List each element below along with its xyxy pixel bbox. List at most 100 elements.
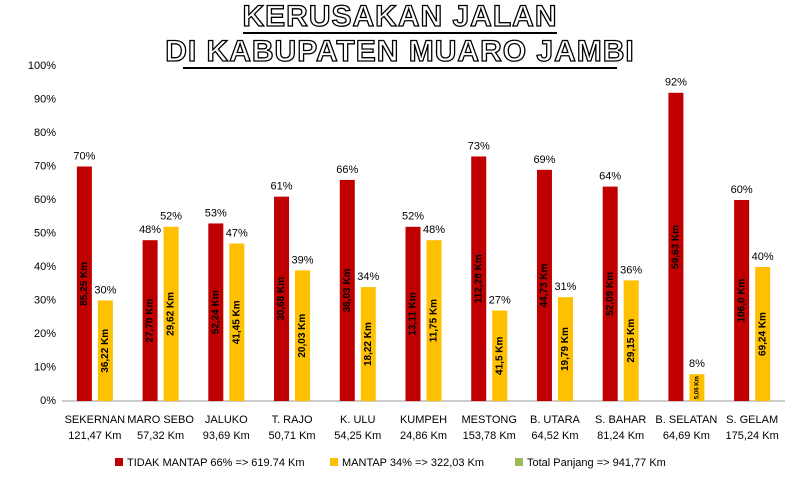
inner-label: 11,75 Km xyxy=(429,299,440,342)
y-tick-label: 100% xyxy=(28,60,56,72)
value-label: 53% xyxy=(205,207,227,219)
x-tick-sublabel: 24,86 Km xyxy=(400,430,447,442)
value-label: 36% xyxy=(620,264,642,276)
value-label: 92% xyxy=(665,77,687,89)
value-label: 70% xyxy=(73,150,95,162)
inner-label: 52,09 Km xyxy=(605,272,616,316)
y-tick-label: 0% xyxy=(40,395,56,407)
value-label: 30% xyxy=(94,284,116,296)
chart-title: KERUSAKAN JALAN xyxy=(242,0,557,33)
bar xyxy=(755,267,771,401)
inner-label: 41,45 Km xyxy=(231,300,242,344)
value-label: 60% xyxy=(731,184,753,196)
legend-swatch xyxy=(330,458,338,466)
value-label: 8% xyxy=(689,358,705,370)
bar xyxy=(602,186,618,401)
x-tick-label: SEKERNAN xyxy=(65,414,126,426)
x-tick-label: JALUKO xyxy=(205,414,248,426)
x-tick-sublabel: 50,71 Km xyxy=(268,430,315,442)
inner-label: 29,15 Km xyxy=(626,319,637,363)
y-tick-label: 70% xyxy=(34,160,56,172)
y-tick-label: 80% xyxy=(34,127,56,139)
inner-label: 106,0 Km xyxy=(736,278,747,322)
value-label: 40% xyxy=(752,251,774,263)
x-tick-sublabel: 64,52 Km xyxy=(531,430,578,442)
y-tick-label: 20% xyxy=(34,328,56,340)
x-tick-sublabel: 175,24 Km xyxy=(726,430,779,442)
bar xyxy=(208,223,224,401)
value-label: 27% xyxy=(489,294,511,306)
legend-label: Total Panjang => 941,77 Km xyxy=(527,457,666,469)
bar xyxy=(536,169,552,401)
inner-label: 36,03 Km xyxy=(342,268,353,312)
x-tick-sublabel: 93,69 Km xyxy=(203,430,250,442)
inner-label: 30,68 Km xyxy=(276,277,287,321)
inner-label: 69,24 Km xyxy=(757,312,768,356)
legend-swatch xyxy=(515,458,523,466)
value-label: 73% xyxy=(468,140,490,152)
inner-label: 27,70 Km xyxy=(145,299,156,343)
bar xyxy=(360,287,376,401)
x-tick-label: KUMPEH xyxy=(400,414,447,426)
bar xyxy=(668,92,684,402)
inner-label: 41,5 Km xyxy=(494,336,505,374)
x-tick-label: B. SELATAN xyxy=(655,414,717,426)
bar xyxy=(492,310,508,401)
inner-label: 13,11 Km xyxy=(408,292,419,335)
y-tick-label: 40% xyxy=(34,261,56,273)
x-tick-label: MARO SEBO xyxy=(127,414,194,426)
bar xyxy=(623,280,639,401)
bar xyxy=(405,226,421,401)
value-label: 39% xyxy=(292,254,314,266)
inner-label: 18,22 Km xyxy=(363,322,374,366)
inner-label: 5,06 Km xyxy=(694,376,700,399)
x-tick-label: T. RAJO xyxy=(272,414,313,426)
x-tick-sublabel: 153,78 Km xyxy=(463,430,516,442)
bar xyxy=(734,200,750,401)
inner-label: 52,24 Km xyxy=(210,290,221,334)
inner-label: 36,22 Km xyxy=(100,329,111,373)
value-label: 52% xyxy=(160,211,182,223)
x-tick-sublabel: 57,32 Km xyxy=(137,430,184,442)
y-tick-label: 30% xyxy=(34,294,56,306)
bar xyxy=(557,297,573,401)
inner-label: 59,63 Km xyxy=(671,225,682,269)
chart-subtitle: DI KABUPATEN MUARO JAMBI xyxy=(165,35,635,68)
x-tick-sublabel: 81,24 Km xyxy=(597,430,644,442)
y-tick-label: 90% xyxy=(34,93,56,105)
inner-label: 29,62 Km xyxy=(166,292,177,336)
inner-label: 112,28 Km xyxy=(473,254,484,303)
bar xyxy=(229,243,245,401)
x-tick-label: S. BAHAR xyxy=(595,414,646,426)
x-tick-label: K. ULU xyxy=(340,414,376,426)
x-tick-sublabel: 54,25 Km xyxy=(334,430,381,442)
bar xyxy=(142,240,158,401)
y-tick-label: 10% xyxy=(34,361,56,373)
value-label: 47% xyxy=(226,227,248,239)
legend-label: TIDAK MANTAP 66% => 619.74 Km xyxy=(127,457,305,469)
value-label: 48% xyxy=(139,224,161,236)
value-label: 64% xyxy=(599,171,621,183)
bar xyxy=(426,240,442,401)
value-label: 61% xyxy=(271,181,293,193)
legend-label: MANTAP 34% => 322,03 Km xyxy=(342,457,484,469)
bar xyxy=(163,226,179,401)
legend-swatch xyxy=(115,458,123,466)
inner-label: 85,25 Km xyxy=(79,262,90,306)
bar xyxy=(689,374,705,401)
inner-label: 20,03 Km xyxy=(297,314,308,358)
x-tick-sublabel: 121,47 Km xyxy=(68,430,121,442)
x-tick-label: MESTONG xyxy=(462,414,517,426)
bar xyxy=(295,270,311,401)
x-tick-label: S. GELAM xyxy=(726,414,778,426)
inner-label: 44,73 Km xyxy=(539,263,550,307)
y-tick-label: 60% xyxy=(34,194,56,206)
bar xyxy=(274,196,290,401)
value-label: 69% xyxy=(533,154,555,166)
value-label: 66% xyxy=(336,164,358,176)
value-label: 31% xyxy=(554,281,576,293)
bar xyxy=(76,166,92,401)
y-tick-label: 50% xyxy=(34,227,56,239)
value-label: 52% xyxy=(402,211,424,223)
